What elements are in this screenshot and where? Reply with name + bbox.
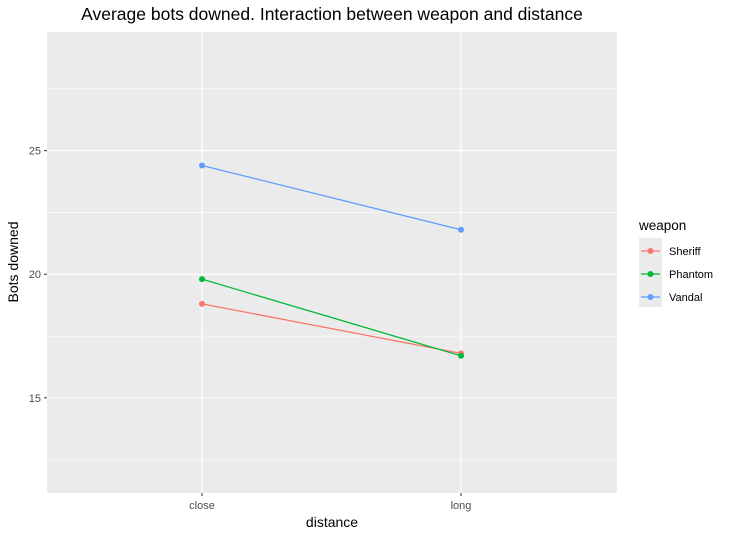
data-point — [199, 162, 205, 169]
plot-panel — [47, 32, 617, 493]
data-point — [458, 352, 464, 359]
series-vandal — [199, 162, 464, 233]
y-tick-label: 25 — [29, 146, 41, 158]
data-point — [199, 300, 205, 307]
y-tick-label: 20 — [29, 269, 41, 281]
x-axis: close long — [189, 493, 471, 512]
y-axis-title: Bots downed — [5, 222, 21, 303]
series-line — [201, 278, 462, 357]
legend-key-point — [647, 294, 654, 300]
x-axis-title: distance — [306, 514, 358, 530]
legend-label-vandal: Vandal — [669, 292, 702, 304]
legend-label-sheriff: Sheriff — [669, 246, 702, 258]
data-point — [199, 276, 205, 283]
series-line — [201, 164, 462, 231]
legend-key-point — [647, 271, 654, 277]
chart-title: Average bots downed. Interaction between… — [81, 4, 583, 24]
x-tick-label: long — [451, 500, 472, 512]
x-tick-label: close — [189, 500, 215, 512]
y-tick-label: 15 — [29, 393, 41, 405]
legend-label-phantom: Phantom — [669, 269, 713, 281]
data-series — [199, 162, 464, 359]
y-axis: 15 20 25 — [29, 146, 47, 405]
grid-lines — [47, 32, 617, 493]
legend-title: weapon — [638, 218, 686, 233]
series-line — [201, 303, 462, 354]
series-phantom — [199, 276, 464, 359]
legend: weapon Sheriff Phantom Vandal — [638, 218, 713, 307]
legend-key-point — [647, 248, 654, 254]
data-point — [458, 226, 464, 233]
